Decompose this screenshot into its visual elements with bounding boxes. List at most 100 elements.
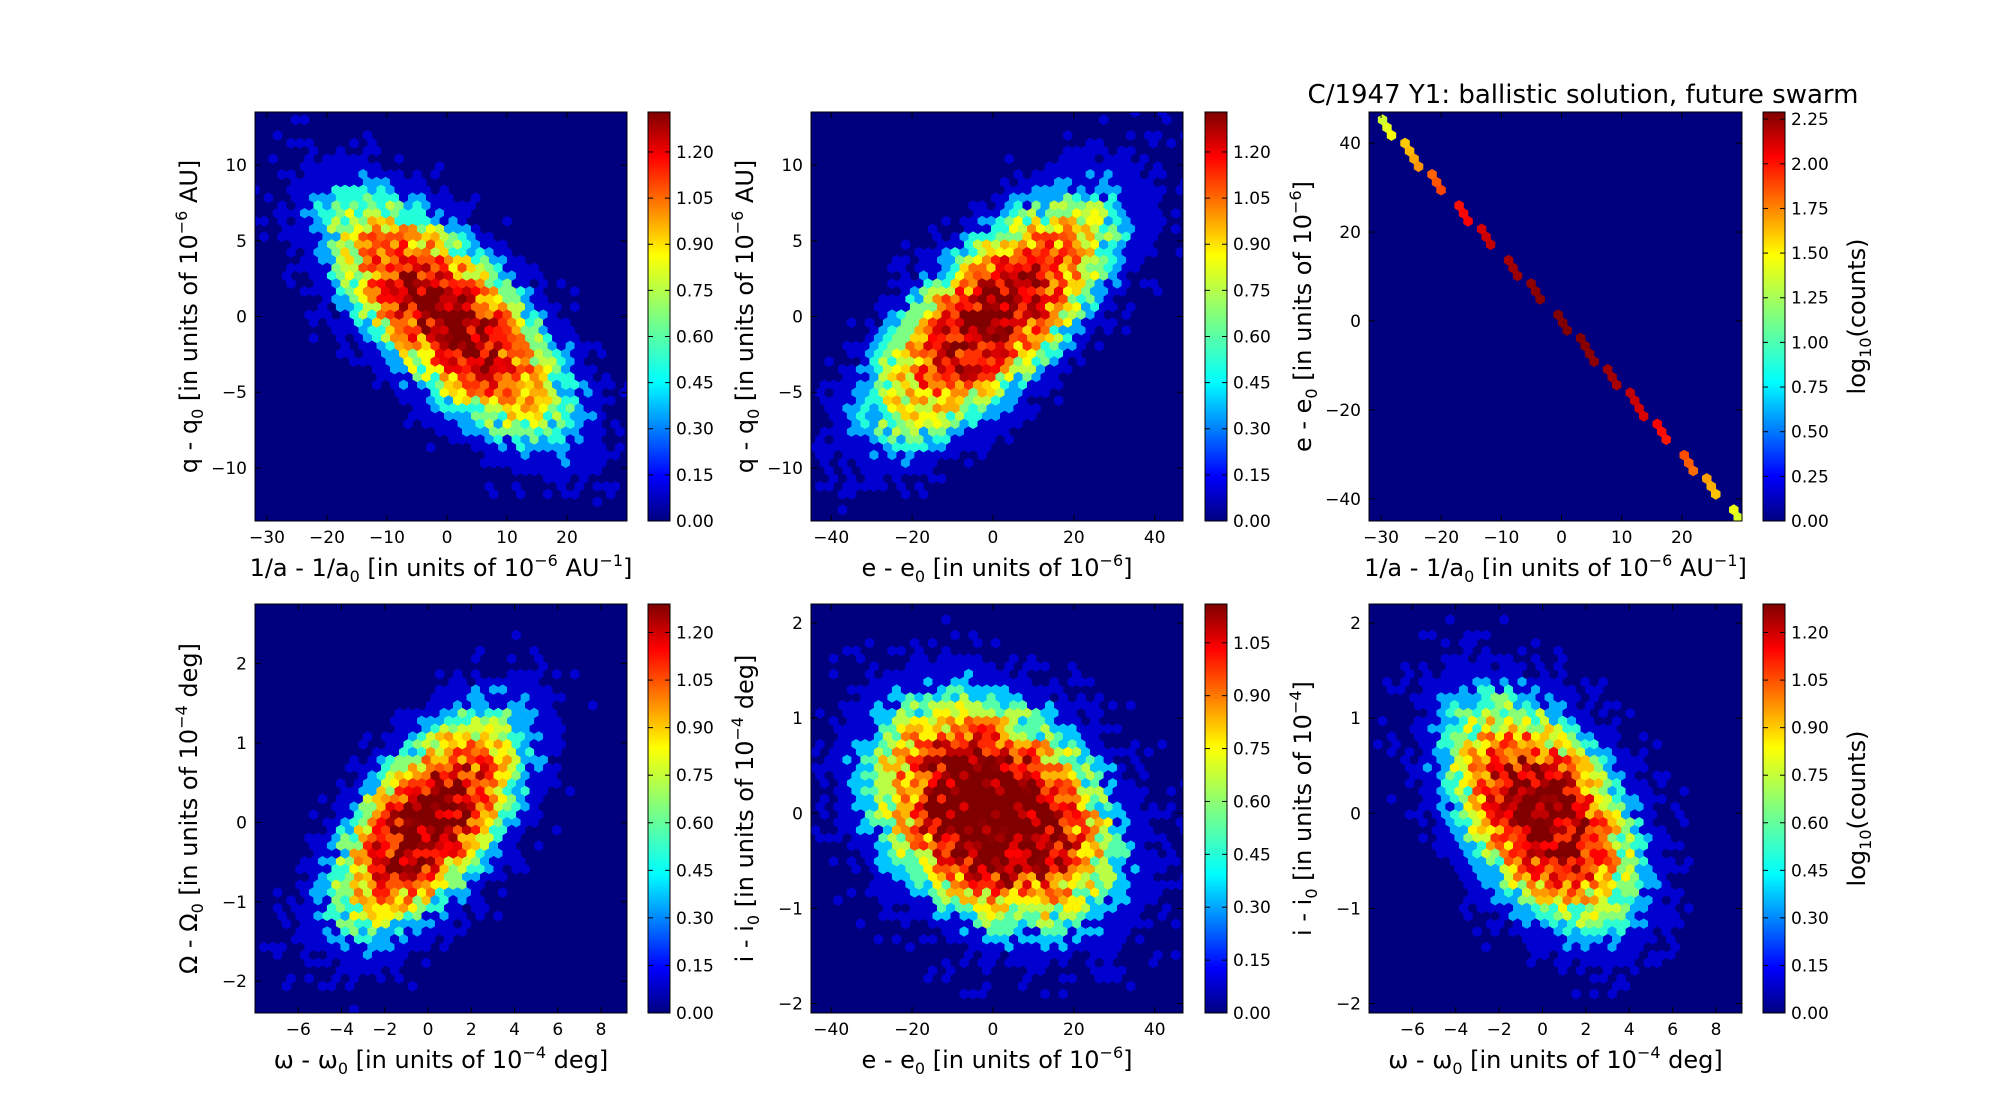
hex-cell (905, 785, 915, 797)
hex-cell (973, 934, 983, 945)
hex-cell (855, 700, 866, 711)
hex-cell (1117, 286, 1127, 297)
hex-cell (1067, 785, 1077, 797)
hex-cell (372, 192, 382, 204)
hex-cell (1031, 340, 1041, 352)
hex-cell (1504, 778, 1514, 789)
hex-cell (1031, 785, 1041, 797)
hex-cell (529, 801, 539, 813)
hex-cell (529, 434, 539, 445)
hex-cell (344, 793, 355, 805)
hex-cell (1476, 840, 1487, 852)
colorbar-tick-label: 0.15 (1233, 466, 1271, 486)
hex-cell (1670, 863, 1680, 875)
hex-cell (1540, 668, 1550, 680)
hex-cell (1112, 200, 1122, 211)
colorbar: 0.000.150.300.450.600.750.901.051.20 (1204, 111, 1271, 532)
x-tick-label: −40 (813, 528, 849, 548)
hex-cell (973, 317, 983, 328)
hex-cell (511, 449, 521, 461)
hex-cell (1031, 848, 1041, 859)
hex-cell (565, 371, 575, 383)
hex-cell (955, 778, 965, 789)
hex-cell (851, 863, 861, 875)
hex-cell (1018, 809, 1028, 820)
hex-cell (466, 325, 476, 336)
hex-cell (390, 856, 400, 867)
hex-cell (502, 247, 512, 258)
hex-cell (873, 348, 884, 360)
hex-cell (837, 395, 848, 406)
hex-cell (484, 387, 494, 399)
hex-cell (1099, 114, 1109, 126)
hex-cell (299, 161, 310, 172)
hex-cell (502, 262, 512, 274)
hex-cell (923, 309, 933, 321)
hex-cell (878, 293, 888, 305)
hex-cell (367, 957, 377, 969)
hex-cell (1009, 410, 1019, 422)
hex-cell (313, 247, 323, 258)
hex-cell (1112, 895, 1122, 906)
hex-cell (606, 488, 616, 500)
hex-cell (977, 231, 987, 243)
hex-cell (471, 301, 481, 313)
hex-cell (304, 153, 314, 165)
hex-cell (1022, 957, 1032, 969)
colorbar-tick-label: 0.60 (1233, 327, 1271, 347)
hex-cell (882, 715, 893, 727)
hex-cell (914, 418, 924, 430)
hex-cell (520, 785, 530, 797)
hex-cell (914, 676, 924, 688)
hex-cell (1157, 879, 1167, 891)
hex-cell (394, 754, 404, 766)
hex-cell (982, 317, 992, 328)
hex-cell (1036, 762, 1046, 774)
hex-cell (340, 895, 350, 906)
hex-cell (900, 824, 911, 836)
hex-cell (1076, 863, 1086, 875)
hex-cell (259, 231, 269, 243)
hex-cell (367, 941, 377, 953)
hex-cell (937, 918, 947, 930)
hex-cell (439, 801, 449, 813)
hex-cell (403, 879, 413, 891)
hex-cell (1463, 739, 1473, 750)
hex-cell (1027, 700, 1037, 711)
hex-cell (1445, 676, 1455, 688)
hex-cell (977, 910, 987, 922)
hex-cell (1112, 848, 1122, 859)
hex-cell (891, 824, 902, 836)
hex-cell (344, 902, 355, 914)
hex-cell (1130, 215, 1140, 227)
hex-cell (1522, 684, 1532, 696)
hex-cell (1422, 746, 1433, 758)
hex-cell (860, 387, 870, 399)
hex-cell (1022, 403, 1032, 414)
hex-cell (412, 801, 422, 813)
hex-cell (498, 746, 508, 758)
hex-cell (1094, 215, 1104, 227)
hex-cell (1031, 879, 1041, 891)
hex-cell (1018, 348, 1028, 360)
hex-cell (1099, 192, 1109, 204)
hex-cell (326, 161, 337, 172)
hex-cell (376, 215, 386, 227)
hex-cell (1535, 817, 1545, 828)
hex-cell (412, 262, 422, 274)
hex-cell (561, 364, 571, 375)
hex-cell (480, 254, 490, 266)
hex-cell (408, 856, 418, 867)
hex-cell (991, 871, 1001, 883)
hex-cell (833, 739, 843, 750)
hex-cell (376, 231, 386, 243)
hex-cell (1445, 707, 1455, 719)
hex-cell (864, 379, 875, 391)
hex-cell (381, 270, 391, 282)
colorbar-tick-label: 0.90 (1233, 687, 1271, 707)
hex-cell (511, 309, 521, 321)
hex-cell (439, 340, 449, 352)
hex-cell (574, 418, 584, 430)
hex-cell (390, 809, 400, 820)
hex-cell (1049, 863, 1059, 875)
